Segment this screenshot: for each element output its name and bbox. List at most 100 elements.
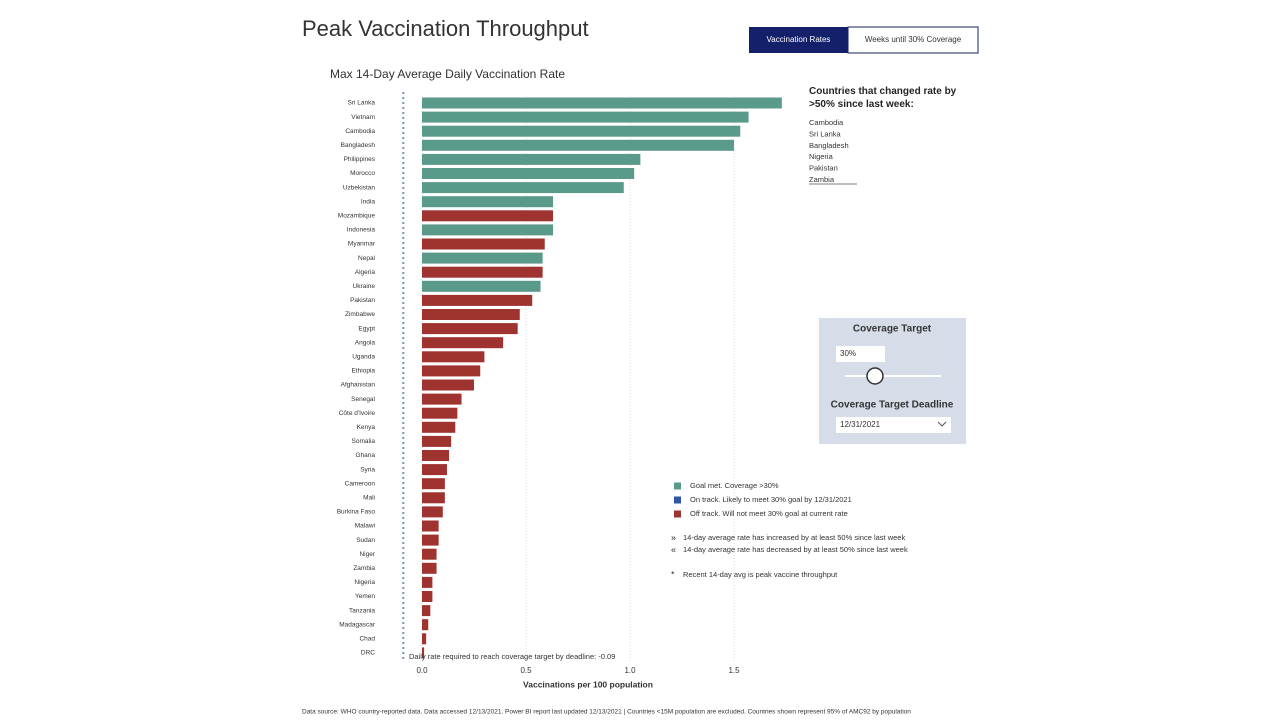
legend-swatch	[674, 496, 681, 504]
tab-label[interactable]: Weeks until 30% Coverage	[865, 35, 962, 44]
x-tick-label: 1.0	[624, 666, 636, 675]
bar	[422, 210, 554, 222]
y-tick-label: Afghanistan	[341, 382, 376, 389]
bar	[422, 365, 481, 377]
y-tick-label: Morocco	[350, 170, 375, 177]
bar	[422, 294, 533, 306]
bar	[422, 633, 427, 645]
y-tick-label: Philippines	[344, 156, 376, 163]
input-value[interactable]: 30%	[840, 349, 856, 358]
x-tick-label: 0.5	[520, 666, 532, 675]
legend-label: On track. Likely to meet 30% goal by 12/…	[690, 495, 852, 504]
legend-label: 14-day average rate has decreased by at …	[683, 545, 908, 554]
tab-label[interactable]: Vaccination Rates	[767, 35, 831, 44]
bar	[422, 548, 437, 560]
bar	[422, 125, 741, 137]
y-tick-label: Bangladesh	[341, 142, 376, 149]
legend-label: Off track. Will not meet 30% goal at cur…	[690, 509, 848, 518]
filter-title: Coverage Target Deadline	[831, 400, 954, 411]
y-tick-label: Yemen	[355, 593, 375, 600]
y-tick-label: Ukraine	[353, 283, 376, 290]
bar	[422, 337, 504, 349]
y-tick-label: Cambodia	[345, 128, 375, 135]
y-tick-label: Tanzania	[349, 607, 375, 614]
dropdown[interactable]	[836, 417, 951, 433]
bar	[422, 153, 641, 165]
legend-symbol: «	[671, 544, 676, 554]
y-tick-label: Cameroon	[345, 480, 376, 487]
legend-label: 14-day average rate has increased by at …	[683, 533, 905, 542]
y-tick-label: Sudan	[356, 537, 375, 544]
bar	[422, 407, 458, 419]
bar	[422, 393, 462, 405]
footer: Data source: WHO country-reported data. …	[302, 709, 911, 716]
y-tick-label: Niger	[359, 551, 375, 558]
y-tick-label: Angola	[355, 339, 376, 346]
page-title: Peak Vaccination Throughput	[302, 16, 589, 41]
y-tick-label: Egypt	[358, 325, 375, 332]
legend-swatch	[674, 510, 681, 518]
bar	[422, 435, 452, 447]
y-tick-label: DRC	[361, 650, 375, 657]
bar	[422, 492, 445, 504]
y-tick-label: Chad	[359, 636, 375, 643]
legend-label: Recent 14-day avg is peak vaccine throug…	[683, 570, 838, 579]
y-tick-label: Uganda	[352, 354, 375, 361]
y-tick-label: Ghana	[355, 452, 375, 459]
bar	[422, 534, 439, 546]
bar	[422, 238, 545, 250]
bar	[422, 379, 474, 391]
reference-label: Daily rate required to reach coverage ta…	[409, 652, 615, 661]
x-tick-label: 1.5	[728, 666, 740, 675]
bar	[422, 139, 734, 151]
country-item: Sri Lanka	[809, 129, 842, 138]
y-tick-label: Burkina Faso	[337, 509, 376, 516]
bar	[422, 520, 439, 532]
bar	[422, 266, 543, 278]
y-tick-label: Senegal	[351, 396, 375, 403]
bar	[422, 196, 554, 208]
bar	[422, 168, 635, 179]
bar	[422, 576, 433, 588]
y-tick-label: Nigeria	[354, 579, 375, 586]
bar	[422, 478, 445, 490]
bar	[422, 309, 520, 320]
bar	[422, 647, 425, 659]
bar	[422, 224, 554, 236]
bar	[422, 252, 543, 264]
y-tick-label: Indonesia	[347, 227, 376, 234]
y-tick-label: Mozambique	[338, 213, 376, 220]
bar	[422, 351, 485, 363]
country-item: Pakistan	[809, 164, 838, 173]
y-tick-label: Zimbabwe	[345, 311, 375, 318]
tab[interactable]	[847, 26, 979, 54]
bar	[422, 97, 782, 109]
bar	[422, 421, 456, 433]
input[interactable]	[836, 346, 885, 362]
bar	[422, 323, 518, 335]
bar	[422, 182, 624, 194]
panel-title: Countries that changed rate by >50% sinc…	[809, 86, 957, 110]
y-tick-label: Ethiopia	[352, 368, 376, 375]
x-tick-label: 0.0	[416, 666, 428, 675]
slider-knob[interactable]	[866, 367, 884, 385]
y-tick-label: Pakistan	[350, 297, 375, 304]
legend-symbol: »	[671, 532, 676, 542]
tab[interactable]	[749, 27, 848, 53]
bar	[422, 111, 749, 123]
chevron	[937, 421, 947, 427]
x-axis-label: Vaccinations per 100 population	[523, 679, 653, 689]
y-tick-label: Uzbekistan	[343, 184, 376, 191]
y-tick-label: Syria	[360, 466, 375, 473]
bar	[422, 280, 541, 292]
y-tick-label: Vietnam	[351, 114, 375, 121]
bar	[422, 506, 443, 518]
y-tick-label: Zambia	[353, 565, 375, 572]
y-tick-label: Malawi	[355, 523, 375, 530]
dropdown-value[interactable]: 12/31/2021	[840, 420, 881, 429]
y-tick-label: Sri Lanka	[348, 100, 376, 107]
y-tick-label: Mali	[363, 495, 375, 502]
chart-title: Max 14-Day Average Daily Vaccination Rat…	[330, 67, 565, 81]
legend-label: Goal met. Coverage >30%	[690, 481, 779, 490]
